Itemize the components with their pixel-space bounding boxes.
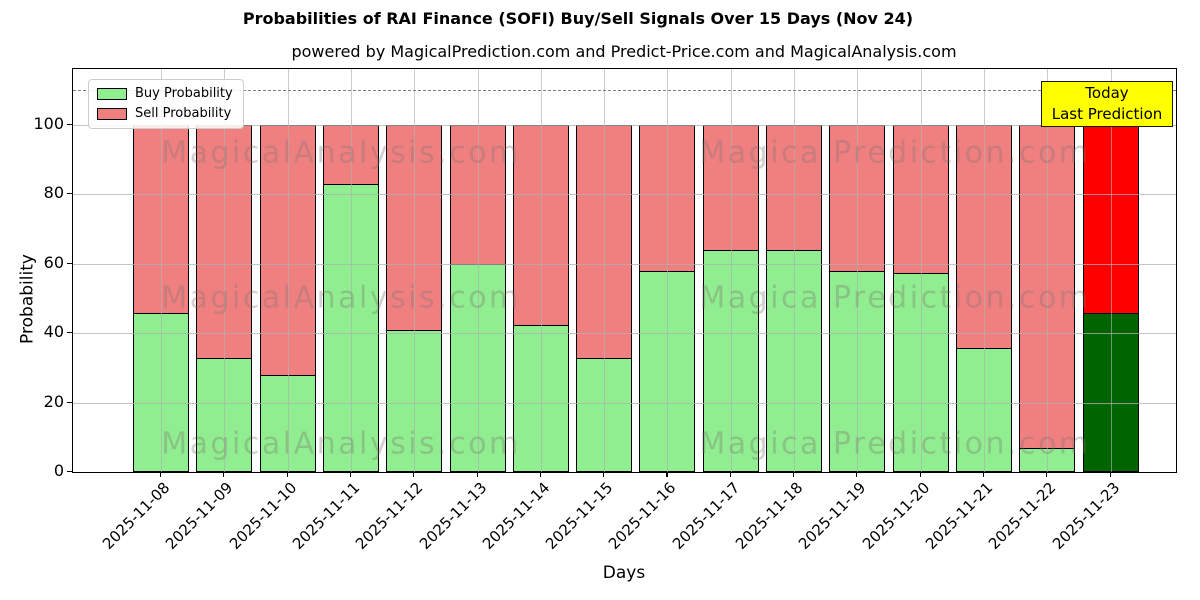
y-tick-label: 100 xyxy=(33,113,64,133)
today-annotation-line1: Today xyxy=(1085,84,1129,102)
watermark-magicalanalysis: MagicalAnalysis.com xyxy=(161,280,521,316)
v-gridline xyxy=(414,69,416,472)
x-tick-mark xyxy=(729,472,731,477)
y-tick-mark xyxy=(67,471,72,473)
v-gridline xyxy=(667,69,669,472)
x-tick-mark xyxy=(1109,472,1111,477)
y-tick-label: 60 xyxy=(43,252,64,272)
v-gridline xyxy=(1110,69,1112,472)
legend-label-sell: Sell Probability xyxy=(135,106,232,121)
v-gridline xyxy=(604,69,606,472)
v-gridline xyxy=(730,69,732,472)
today-annotation-line2: Last Prediction xyxy=(1051,105,1163,123)
y-tick-label: 80 xyxy=(43,183,64,203)
y-tick-label: 40 xyxy=(43,322,64,342)
legend: Buy Probability Sell Probability xyxy=(88,79,244,129)
plot-area: MagicalAnalysis.com Magica Prediction.com… xyxy=(72,68,1177,473)
v-gridline xyxy=(983,69,985,472)
v-gridline xyxy=(287,69,289,472)
buy-swatch xyxy=(97,88,127,100)
chart-title: Probabilities of RAI Finance (SOFI) Buy/… xyxy=(242,9,914,28)
legend-label-buy: Buy Probability xyxy=(135,86,233,101)
v-gridline xyxy=(920,69,922,472)
legend-item-sell: Sell Probability xyxy=(97,107,233,121)
watermark-magicalanalysis: MagicalAnalysis.com xyxy=(161,135,521,171)
h-gridline xyxy=(73,263,1176,265)
y-tick-mark xyxy=(67,123,72,125)
x-tick-mark xyxy=(160,472,162,477)
legend-item-buy: Buy Probability xyxy=(97,87,233,101)
watermark-magicalprediction: Magica Prediction.com xyxy=(699,280,1091,316)
y-axis-label: Probability xyxy=(17,254,38,344)
y-tick-label: 0 xyxy=(53,461,64,480)
x-axis-label: Days xyxy=(602,563,646,583)
threshold-dashed-line xyxy=(73,89,1176,91)
x-tick-mark xyxy=(286,472,288,477)
x-tick-mark xyxy=(793,472,795,477)
y-tick-mark xyxy=(67,262,72,264)
h-gridline xyxy=(73,194,1176,196)
y-tick-mark xyxy=(67,401,72,403)
watermark-magicalanalysis: MagicalAnalysis.com xyxy=(161,426,521,462)
x-tick-mark xyxy=(413,472,415,477)
h-gridline xyxy=(73,333,1176,335)
x-tick-mark xyxy=(666,472,668,477)
v-gridline xyxy=(857,69,859,472)
v-gridline xyxy=(477,69,479,472)
v-gridline xyxy=(224,69,226,472)
v-gridline xyxy=(794,69,795,472)
x-tick-mark xyxy=(223,472,225,477)
watermark-magicalprediction: Magica Prediction.com xyxy=(699,135,1091,171)
y-tick-mark xyxy=(67,332,72,334)
y-tick-label: 20 xyxy=(43,391,64,411)
h-gridline xyxy=(73,124,1176,126)
h-gridline xyxy=(73,402,1176,404)
x-tick-mark xyxy=(349,472,352,477)
today-annotation: Today Last Prediction xyxy=(1041,81,1173,127)
x-tick-mark xyxy=(856,472,858,477)
x-tick-mark xyxy=(539,472,541,477)
v-gridline xyxy=(350,69,352,472)
x-tick-mark xyxy=(919,472,921,477)
sell-swatch xyxy=(97,108,127,120)
x-tick-mark xyxy=(603,472,605,477)
y-tick-mark xyxy=(67,193,72,195)
x-tick-mark xyxy=(1046,472,1048,477)
watermark-magicalprediction: Magica Prediction.com xyxy=(699,426,1091,462)
x-tick-mark xyxy=(982,472,985,477)
v-gridline xyxy=(161,69,162,472)
v-gridline xyxy=(1047,69,1049,472)
v-gridline xyxy=(540,69,542,472)
chart-subtitle: powered by MagicalPrediction.com and Pre… xyxy=(291,42,957,61)
x-tick-mark xyxy=(476,472,478,477)
